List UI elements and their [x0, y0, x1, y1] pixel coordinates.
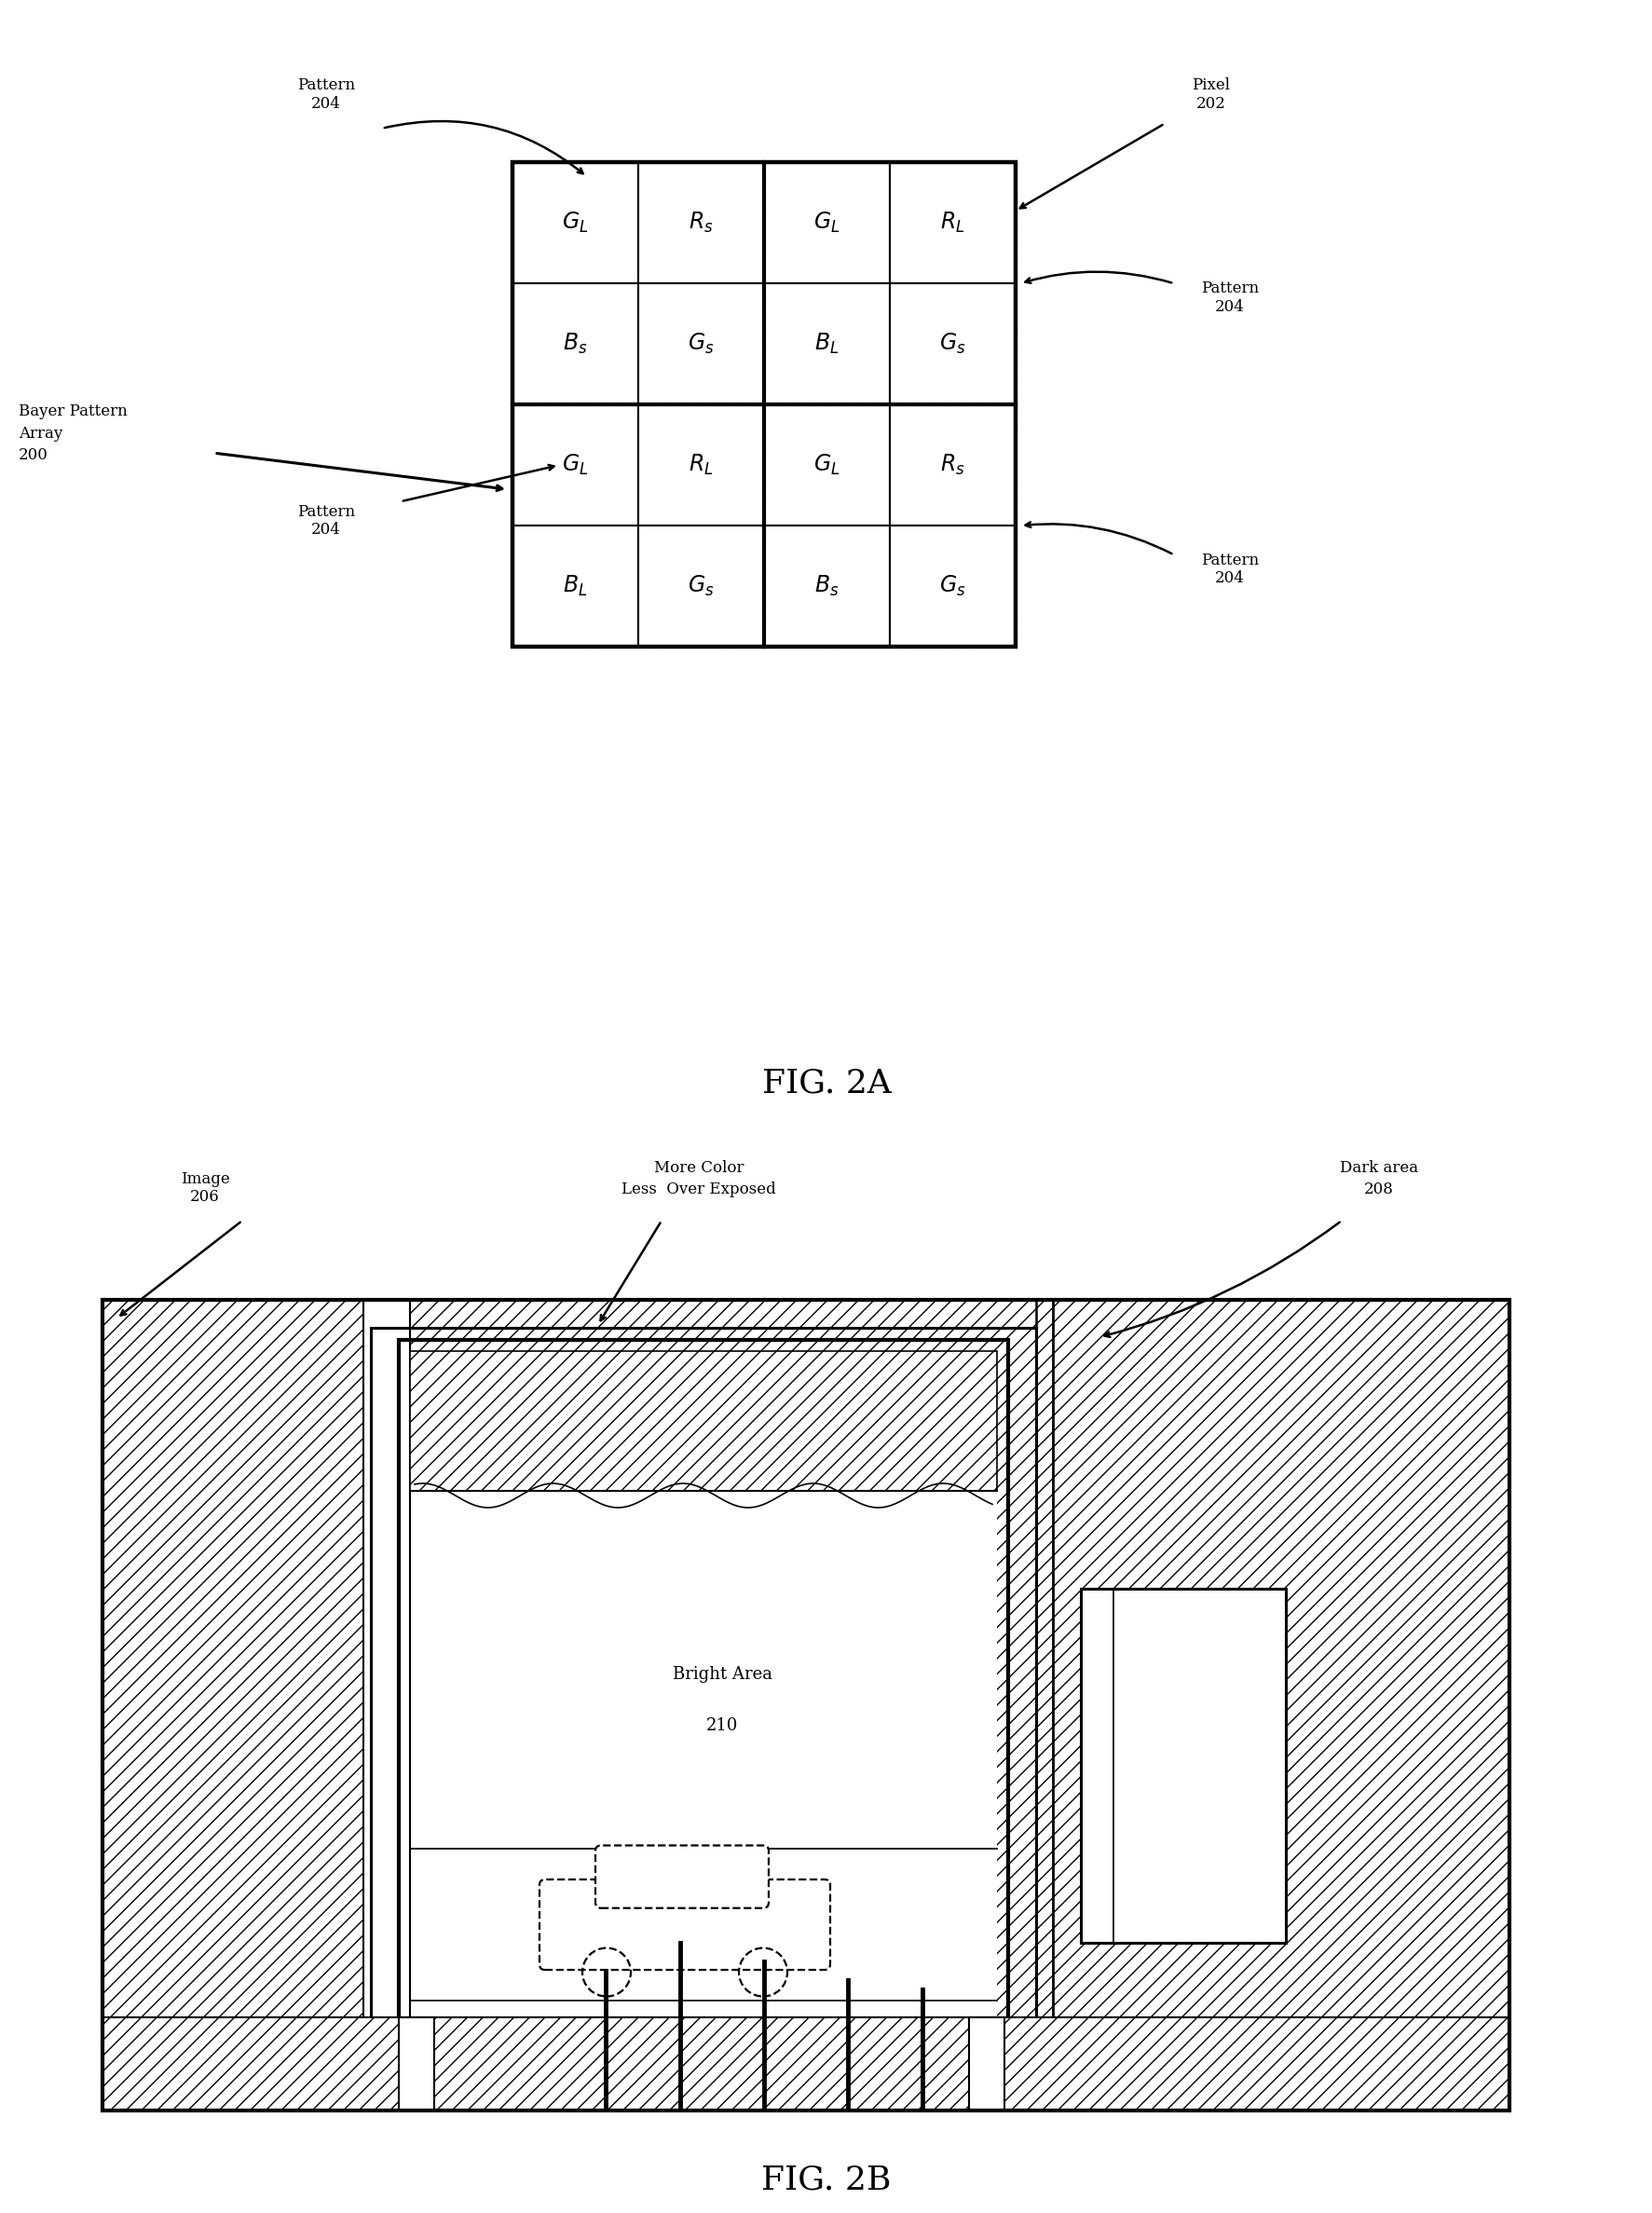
Text: $R_s$: $R_s$	[940, 454, 965, 478]
Bar	[889, 527, 1014, 646]
Text: FIG. 2B: FIG. 2B	[762, 2164, 890, 2195]
FancyBboxPatch shape	[539, 1879, 829, 1970]
Text: $B_L$: $B_L$	[814, 332, 839, 356]
Bar	[763, 162, 889, 283]
Bar	[638, 527, 763, 646]
Text: Dark area
208: Dark area 208	[1340, 1160, 1417, 1197]
Bar	[370, 1299, 1036, 1328]
Bar	[398, 1339, 1008, 2029]
Bar	[512, 162, 1014, 646]
Bar	[102, 2018, 1508, 2111]
Bar	[968, 2018, 1004, 2111]
Text: $R_s$: $R_s$	[689, 210, 714, 235]
Bar	[363, 1299, 410, 2111]
Bar	[889, 283, 1014, 405]
Bar	[102, 1299, 1508, 2111]
Text: Pixel
202: Pixel 202	[1191, 77, 1229, 111]
Text: Pattern
204: Pattern 204	[1201, 281, 1259, 314]
Bar	[512, 527, 638, 646]
Bar	[410, 1352, 996, 2018]
Bar	[638, 283, 763, 405]
Bar	[638, 162, 763, 283]
Bar	[363, 1299, 410, 2111]
Text: $B_s$: $B_s$	[814, 573, 839, 598]
Bar	[638, 405, 763, 527]
Bar	[763, 405, 889, 527]
Text: $G_s$: $G_s$	[938, 332, 965, 356]
Bar	[763, 283, 889, 405]
Bar	[889, 405, 1014, 527]
Text: $R_L$: $R_L$	[689, 454, 714, 478]
Text: $G_s$: $G_s$	[938, 573, 965, 598]
Text: Bayer Pattern
Array
200: Bayer Pattern Array 200	[18, 403, 127, 463]
Bar	[410, 1352, 996, 1492]
Bar	[1052, 1299, 1508, 2111]
Text: $G_L$: $G_L$	[813, 454, 839, 478]
Text: Pattern
204: Pattern 204	[297, 77, 355, 111]
Bar	[1080, 1589, 1285, 1943]
Bar	[512, 162, 763, 405]
Text: Pattern
204: Pattern 204	[297, 505, 355, 538]
Text: Pattern
204: Pattern 204	[1201, 553, 1259, 586]
Text: $R_L$: $R_L$	[940, 210, 965, 235]
Text: Image
206: Image 206	[180, 1171, 230, 1206]
Text: FIG. 2A: FIG. 2A	[762, 1067, 890, 1100]
FancyBboxPatch shape	[595, 1846, 768, 1908]
Text: $G_L$: $G_L$	[813, 210, 839, 235]
Text: Bright Area: Bright Area	[672, 1666, 771, 1684]
Bar	[398, 2018, 434, 2111]
Text: More Color
Less  Over Exposed: More Color Less Over Exposed	[621, 1160, 775, 1197]
Bar	[512, 283, 638, 405]
Bar	[102, 1299, 1508, 2111]
Bar	[102, 1299, 363, 2111]
Text: $B_s$: $B_s$	[563, 332, 588, 356]
Bar	[370, 1328, 1036, 2049]
Text: $G_L$: $G_L$	[562, 454, 588, 478]
Bar	[512, 405, 763, 646]
Bar	[763, 527, 889, 646]
Text: $G_L$: $G_L$	[562, 210, 588, 235]
Bar	[763, 405, 1014, 646]
Bar	[763, 162, 1014, 405]
Bar	[512, 405, 638, 527]
Text: $G_s$: $G_s$	[687, 332, 714, 356]
Bar	[889, 162, 1014, 283]
Text: $B_L$: $B_L$	[563, 573, 588, 598]
Bar	[512, 162, 638, 283]
Text: $G_s$: $G_s$	[687, 573, 714, 598]
Text: 210: 210	[705, 1717, 738, 1735]
